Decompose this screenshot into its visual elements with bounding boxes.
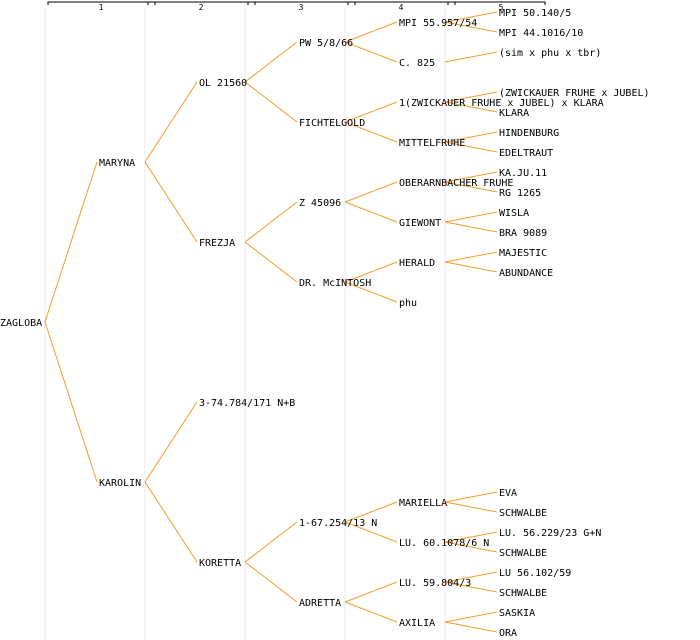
generation-label-3: 3	[299, 3, 304, 12]
node-lu-59-804: LU. 59.804/3	[399, 578, 471, 589]
node-adretta: ADRETTA	[299, 598, 341, 609]
node-giewont: GIEWONT	[399, 218, 441, 229]
node-c-825: C. 825	[399, 58, 435, 69]
node-herald: HERALD	[399, 258, 435, 269]
generation-label-4: 4	[399, 3, 404, 12]
node-dr-mcintosh: DR. McINTOSH	[299, 278, 371, 289]
node-ol-21560: OL 21560	[199, 78, 247, 89]
generation-label-1: 1	[99, 3, 104, 12]
node-lu-56-229: LU. 56.229/23 G+N	[499, 528, 601, 539]
node-1-67254: 1-67.254/13 N	[299, 518, 377, 529]
node-z-45096: Z 45096	[299, 198, 341, 209]
node-oberarnbacher-fruhe: OBERARNBACHER FRUHE	[399, 178, 513, 189]
node-sim-phu-tbr: (sim x phu x tbr)	[499, 48, 601, 59]
node-saskia: SASKIA	[499, 608, 535, 619]
node-mpi-55957: MPI 55.957/54	[399, 18, 477, 29]
node-mpi-50140: MPI 50.140/5	[499, 8, 571, 19]
pedigree-edges	[44, 11, 498, 633]
node-mariella: MARIELLA	[399, 498, 447, 509]
node-zagloba: ZAGLOBA	[0, 318, 42, 329]
node-ora: ORA	[499, 628, 517, 639]
node-schwalbe-3: SCHWALBE	[499, 588, 547, 599]
node-frezja: FREZJA	[199, 238, 235, 249]
node-axilia: AXILIA	[399, 618, 435, 629]
node-zwickauer-jubel: (ZWICKAUER FRUHE x JUBEL)	[499, 88, 650, 99]
node-mittelfruhe: MITTELFRUHE	[399, 138, 465, 149]
pedigree-nodes: ZAGLOBA MARYNA KAROLIN OL 21560 FREZJA 3…	[0, 8, 650, 639]
node-ka-ju-11: KA.JU.11	[499, 168, 547, 179]
node-pw-5-8-66: PW 5/8/66	[299, 38, 353, 49]
generation-label-5: 5	[499, 3, 504, 12]
node-lu-60-1078: LU. 60.1078/6 N	[399, 538, 489, 549]
node-lu-56-102: LU 56.102/59	[499, 568, 571, 579]
node-edeltraut: EDELTRAUT	[499, 148, 553, 159]
node-koretta: KORETTA	[199, 558, 241, 569]
node-schwalbe-2: SCHWALBE	[499, 548, 547, 559]
node-bra-9089: BRA 9089	[499, 228, 547, 239]
node-maryna: MARYNA	[99, 158, 135, 169]
node-rg-1265: RG 1265	[499, 188, 541, 199]
generation-label-2: 2	[199, 3, 204, 12]
node-3-74784: 3-74.784/171 N+B	[199, 398, 295, 409]
node-zwickauer-cross: 1(ZWICKAUER FRUHE x JUBEL) x KLARA	[399, 98, 604, 109]
node-fichtelgold: FICHTELGOLD	[299, 118, 365, 129]
column-grid	[44, 8, 446, 640]
node-majestic: MAJESTIC	[499, 248, 547, 259]
node-abundance: ABUNDANCE	[499, 268, 553, 279]
node-klara: KLARA	[499, 108, 529, 119]
node-eva: EVA	[499, 488, 517, 499]
node-karolin: KAROLIN	[99, 478, 141, 489]
node-mpi-44-1016: MPI 44.1016/10	[499, 28, 583, 39]
generation-header: 1 2 3 4 5	[47, 1, 546, 12]
node-hindenburg: HINDENBURG	[499, 128, 559, 139]
node-schwalbe-1: SCHWALBE	[499, 508, 547, 519]
node-phu: phu	[399, 298, 417, 309]
node-wisla: WISLA	[499, 208, 529, 219]
